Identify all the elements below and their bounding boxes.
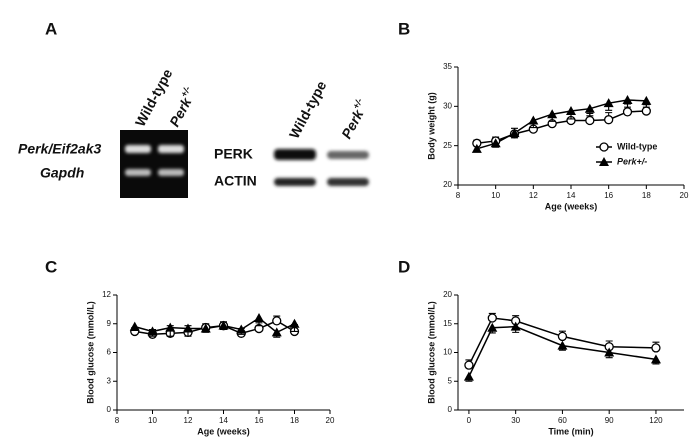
marker [584, 103, 595, 113]
marker [622, 95, 633, 105]
marker [129, 321, 140, 331]
y-tick-label: 15 [443, 319, 452, 328]
marker [147, 326, 158, 336]
lane-label: Wild-type [286, 78, 330, 141]
x-tick-label: 16 [255, 416, 264, 425]
x-tick-label: 30 [511, 416, 520, 425]
x-tick-label: 18 [642, 191, 651, 200]
marker [490, 138, 501, 148]
series-line [468, 325, 657, 377]
marker [271, 327, 282, 337]
marker [585, 115, 595, 126]
panel-label: B [398, 19, 410, 38]
lane-label: Perk+/- [337, 97, 372, 141]
y-axis-title: Blood glucose (mmol/L) [426, 301, 436, 404]
x-tick-label: 8 [456, 191, 461, 200]
y-axis-title: Body weight (g) [426, 92, 436, 160]
marker [622, 107, 633, 117]
x-tick-label: 14 [219, 416, 228, 425]
legend-marker [599, 142, 609, 152]
marker [289, 318, 300, 328]
x-axis-title: Age (weeks) [197, 426, 250, 436]
y-tick-label: 3 [107, 376, 112, 385]
marker [604, 347, 615, 357]
marker [557, 331, 568, 342]
marker [183, 323, 193, 333]
marker [487, 322, 498, 332]
y-tick-label: 12 [102, 290, 111, 299]
marker [272, 316, 282, 326]
x-tick-label: 8 [115, 416, 120, 425]
x-tick-label: 18 [290, 416, 299, 425]
marker [547, 109, 558, 119]
marker [510, 321, 521, 331]
series-line [476, 99, 647, 150]
y-tick-label: 35 [443, 62, 452, 71]
marker [604, 115, 614, 125]
marker [487, 313, 497, 323]
marker [651, 343, 661, 353]
x-tick-label: 12 [529, 191, 538, 200]
x-tick-label: 14 [567, 191, 576, 200]
blot-row-label: ACTIN [214, 173, 257, 189]
legend-label: Wild-type [617, 141, 657, 151]
marker [509, 128, 520, 138]
y-tick-label: 6 [107, 348, 112, 357]
legend-label: Perk+/- [617, 156, 647, 166]
x-tick-label: 16 [604, 191, 613, 200]
marker [254, 313, 264, 322]
marker [557, 340, 568, 350]
marker [528, 115, 539, 125]
marker [471, 143, 482, 153]
blot-row-label: PERK [214, 146, 253, 162]
marker [464, 360, 474, 370]
x-tick-label: 10 [148, 416, 157, 425]
series-line [134, 317, 295, 334]
marker [641, 95, 652, 105]
y-axis-title: Blood glucose (mmol/L) [85, 301, 95, 404]
marker [650, 354, 661, 364]
x-tick-label: 12 [184, 416, 193, 425]
y-tick-label: 9 [107, 319, 112, 328]
marker [200, 323, 211, 333]
x-tick-label: 20 [680, 191, 689, 200]
x-axis-title: Time (min) [548, 426, 593, 436]
y-tick-label: 20 [443, 180, 452, 189]
gel-image [120, 130, 188, 198]
x-tick-label: 120 [649, 416, 663, 425]
y-tick-label: 5 [448, 376, 453, 385]
lane-label: Perk+/- [165, 85, 200, 129]
marker [218, 320, 229, 330]
panel-label: A [45, 19, 57, 38]
y-tick-label: 30 [443, 101, 452, 110]
x-axis-title: Age (weeks) [545, 201, 598, 211]
x-tick-label: 60 [558, 416, 567, 425]
x-tick-label: 90 [605, 416, 614, 425]
gel-bands [125, 145, 184, 176]
blot-bands [274, 149, 369, 186]
marker [641, 106, 651, 116]
panel-label: C [45, 257, 57, 276]
legend-marker [599, 157, 609, 166]
row-label: Perk/Eif2ak3 [18, 141, 101, 157]
marker [236, 324, 247, 334]
row-label: Gapdh [40, 165, 84, 181]
marker [566, 106, 576, 116]
x-tick-label: 0 [467, 416, 472, 425]
panel-label: D [398, 257, 410, 276]
y-tick-label: 10 [443, 348, 452, 357]
y-tick-label: 0 [107, 405, 112, 414]
marker [165, 322, 176, 332]
marker [603, 98, 614, 108]
series-line [468, 317, 656, 366]
marker [463, 371, 474, 381]
series-line [476, 110, 647, 145]
y-tick-label: 20 [443, 290, 452, 299]
x-tick-label: 10 [491, 191, 500, 200]
y-tick-label: 25 [443, 141, 452, 150]
x-tick-label: 20 [326, 416, 335, 425]
y-tick-label: 0 [448, 405, 453, 414]
